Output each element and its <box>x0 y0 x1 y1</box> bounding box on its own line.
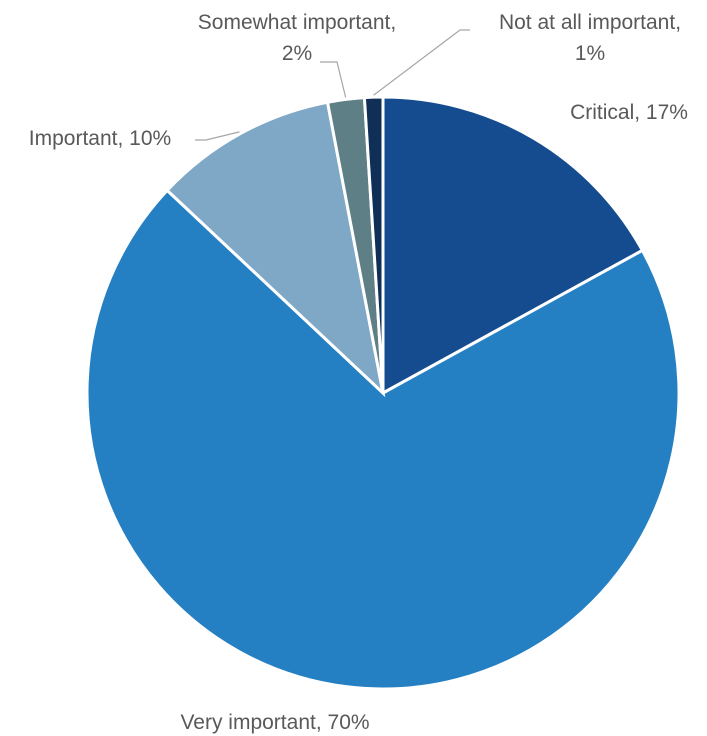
label-very-important-value: 70% <box>328 711 370 734</box>
label-important-name: Important <box>29 127 118 150</box>
slice-very-important <box>85 188 681 691</box>
svg-text:Very important, 70%: Very important, 70% <box>180 711 369 734</box>
label-very-important: Very important, 70% <box>180 711 369 734</box>
label-not-at-all-important-name: Not at all important <box>499 11 675 34</box>
svg-text:Not at all important,: Not at all important, <box>499 11 681 34</box>
leader-lines <box>195 29 470 141</box>
slice-critical <box>381 95 645 396</box>
label-critical-value: 17% <box>646 101 688 124</box>
svg-text:1%: 1% <box>575 42 605 65</box>
svg-text:2%: 2% <box>282 42 312 65</box>
label-not-at-all-important-value: 1% <box>575 42 605 65</box>
label-not-at-all-important: Not at all important, 1% <box>499 11 681 65</box>
leader-important <box>195 131 240 141</box>
label-important: Important, 10% <box>29 127 171 150</box>
label-somewhat-important-sep: , <box>390 11 396 34</box>
svg-text:Important, 10%: Important, 10% <box>29 127 171 150</box>
label-very-important-name: Very important <box>180 711 316 734</box>
pie-slices <box>85 95 681 691</box>
svg-text:Critical, 17%: Critical, 17% <box>570 101 688 124</box>
label-not-at-all-important-sep: , <box>675 11 681 34</box>
slice-important <box>165 100 386 398</box>
label-very-important-sep: , <box>316 711 328 734</box>
label-important-sep: , <box>118 127 130 150</box>
svg-text:Somewhat important,: Somewhat important, <box>198 11 396 34</box>
label-critical-name: Critical <box>570 101 634 124</box>
leader-somewhat-important <box>320 61 347 98</box>
label-somewhat-important-value: 2% <box>282 42 312 65</box>
leader-not-at-all-important <box>373 29 470 96</box>
slice-not-at-all-important <box>362 95 385 394</box>
label-important-value: 10% <box>129 127 171 150</box>
label-somewhat-important-name: Somewhat important <box>198 11 391 34</box>
label-somewhat-important: Somewhat important, 2% <box>198 11 396 65</box>
label-critical: Critical, 17% <box>570 101 688 124</box>
label-critical-sep: , <box>634 101 646 124</box>
